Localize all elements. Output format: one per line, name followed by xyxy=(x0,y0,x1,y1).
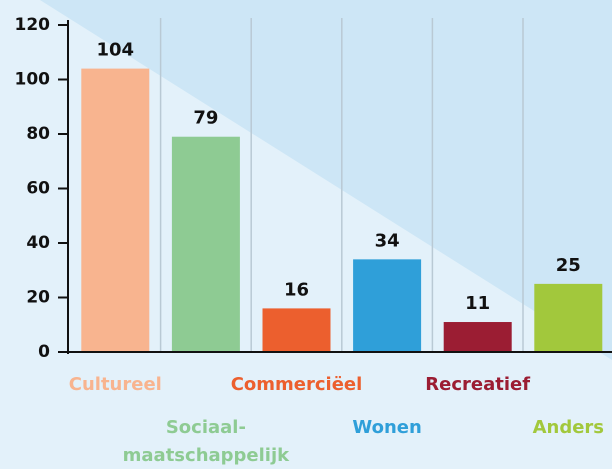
value-label: 104 xyxy=(97,40,135,61)
value-label: 79 xyxy=(193,108,218,129)
value-label: 34 xyxy=(375,230,400,251)
background-band xyxy=(40,0,612,360)
bar xyxy=(171,136,240,352)
y-tick-label: 0 xyxy=(38,342,50,362)
label-line: Sociaal- xyxy=(166,417,246,438)
y-tick-label: 20 xyxy=(26,288,50,308)
y-tick-label: 80 xyxy=(26,124,50,144)
value-label: 16 xyxy=(284,279,309,300)
bar xyxy=(81,68,150,352)
x-tick-label: Recreatief xyxy=(425,374,530,395)
y-tick-label: 40 xyxy=(26,233,50,253)
bar xyxy=(353,259,422,352)
bar xyxy=(534,283,603,352)
x-tick-label: Wonen xyxy=(352,417,421,438)
value-label: 11 xyxy=(465,293,490,314)
y-tick-label: 120 xyxy=(15,15,51,35)
value-label: 25 xyxy=(556,255,581,276)
x-tick-label: Cultureel xyxy=(69,374,162,395)
x-tick-label: Commerciëel xyxy=(231,374,363,395)
bar xyxy=(443,322,512,352)
y-tick-label: 100 xyxy=(15,70,51,90)
x-tick-label: Sociaal-maatschappelijk xyxy=(123,417,290,466)
y-tick-label: 60 xyxy=(26,179,50,199)
bar xyxy=(262,308,331,352)
x-tick-label: Anders xyxy=(533,417,604,438)
label-line: maatschappelijk xyxy=(123,445,290,466)
